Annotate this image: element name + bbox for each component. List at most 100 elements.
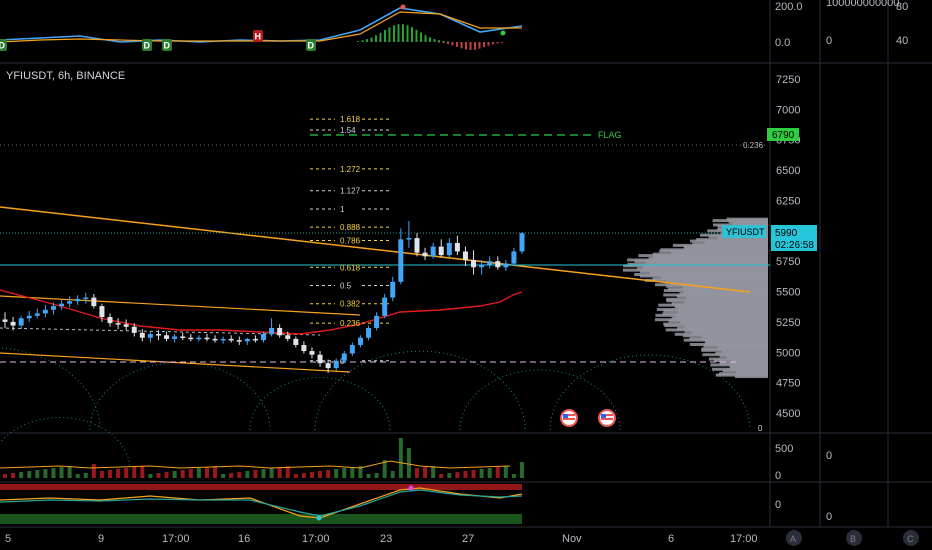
candle-body-63: [511, 251, 517, 264]
candle-body-41: [333, 360, 339, 369]
volume-bar-50: [406, 448, 411, 478]
top-hist-down-38: [501, 42, 503, 43]
candle-body-26: [212, 338, 218, 341]
fib-label-9: 0.382: [340, 300, 361, 309]
candle-body-20: [164, 335, 170, 339]
volume-ma-line: [0, 460, 511, 469]
top-col2-1: 0: [826, 35, 832, 47]
candle-body-10: [83, 297, 89, 300]
volume-bar-19: [156, 473, 161, 478]
fib-0236-right-label: 0.236: [743, 141, 764, 150]
candle-body-29: [236, 340, 242, 342]
volume-bar-49: [398, 438, 403, 478]
volume-bar-51: [414, 468, 419, 478]
price-tick-8: 5250: [776, 317, 800, 329]
time-tick-1: 9: [98, 533, 104, 545]
price-tick-1: 7000: [776, 104, 800, 116]
svg-text:C: C: [907, 534, 914, 544]
time-tick-8: 6: [668, 533, 674, 545]
bottom-button-c[interactable]: C: [903, 530, 919, 546]
candle-body-55: [446, 242, 452, 256]
volume-bar-13: [108, 470, 113, 478]
us-flag-event-icon[interactable]: [560, 409, 578, 427]
candle-body-44: [357, 337, 363, 345]
candle-body-38: [309, 351, 315, 355]
volume-bar-58: [471, 470, 476, 478]
top-hist-up-10: [375, 35, 377, 42]
osc-green-band: [0, 514, 522, 524]
volume-bar-33: [269, 468, 274, 478]
price-tick-10: 4750: [776, 378, 800, 390]
flag-label: FLAG: [598, 130, 622, 140]
cycle-arc-3: [314, 350, 526, 431]
osc-line-a: [0, 487, 523, 519]
symbol-tag: [722, 225, 766, 238]
time-tick-0: 5: [5, 533, 11, 545]
candle-body-40: [325, 363, 331, 369]
top-hist-up-21: [424, 35, 427, 42]
fib-label-3: 1.127: [340, 187, 361, 196]
bottom-button-a[interactable]: A: [786, 530, 802, 546]
candle-body-37: [301, 344, 307, 352]
candle-body-34: [277, 327, 283, 336]
top-hist-up-20: [420, 32, 422, 42]
volume-bar-5: [43, 469, 48, 478]
top-oscillator-panel: D D DHD: [0, 4, 523, 51]
volume-bar-34: [277, 467, 282, 478]
volume-bar-31: [253, 470, 258, 478]
candle-body-64: [519, 233, 525, 252]
volume-bar-64: [520, 462, 524, 478]
candle-body-27: [220, 338, 226, 341]
candle-body-1: [10, 321, 16, 326]
cycle-arc-5: [549, 354, 751, 431]
top-hist-up-16: [402, 24, 404, 42]
top-hist-up-6: [357, 41, 359, 42]
mid-trendline: [0, 295, 361, 316]
drawn-lines: [0, 206, 770, 373]
volume-bar-28: [229, 473, 234, 478]
bottom-button-b[interactable]: B: [846, 530, 862, 546]
candle-body-32: [261, 334, 266, 341]
top-marker-box-0: [0, 39, 7, 51]
candle-body-13: [107, 317, 113, 324]
top-hist-down-30: [465, 42, 467, 50]
candles: [2, 221, 525, 373]
candle-body-43: [349, 344, 355, 354]
volume-axis-tick-0: 500: [775, 443, 793, 455]
volume-bar-18: [148, 474, 153, 478]
candle-body-12: [99, 306, 105, 318]
osc-line-b: [0, 489, 523, 517]
volume-bar-6: [51, 468, 56, 478]
price-tick-3: 6500: [776, 165, 800, 177]
candle-body-14: [115, 323, 121, 325]
candle-body-24: [196, 337, 202, 340]
volume-col2-0: 0: [826, 450, 832, 462]
candle-body-47: [382, 297, 388, 316]
candle-body-53: [430, 246, 436, 257]
top-hist-up-19: [415, 29, 418, 42]
candle-body-23: [188, 337, 194, 340]
flag-price-text: 6790: [772, 130, 795, 141]
candle-body-9: [75, 298, 81, 302]
svg-text:A: A: [790, 534, 796, 544]
volume-bar-38: [309, 472, 314, 478]
top-col3-0: 80: [896, 1, 908, 13]
time-tick-2: 17:00: [162, 533, 190, 545]
top-hist-down-33: [478, 42, 481, 49]
fib-label-5: 0.888: [340, 223, 361, 232]
candle-body-39: [317, 354, 323, 364]
main-zero-label: 0: [758, 424, 763, 433]
top-peak-dot: [400, 4, 406, 10]
candle-body-59: [479, 264, 485, 268]
volume-bar-55: [447, 473, 452, 478]
top-hist-up-23: [433, 39, 436, 42]
volume-bar-32: [261, 469, 266, 478]
upper-trendline: [0, 206, 751, 293]
us-flag-event-icon-2[interactable]: [598, 409, 616, 427]
candle-body-19: [155, 334, 161, 336]
countdown-text: 02:26:58: [775, 240, 814, 251]
price-tick-0: 7250: [776, 74, 800, 86]
candle-body-25: [204, 337, 210, 340]
top-hist-down-32: [474, 42, 476, 50]
